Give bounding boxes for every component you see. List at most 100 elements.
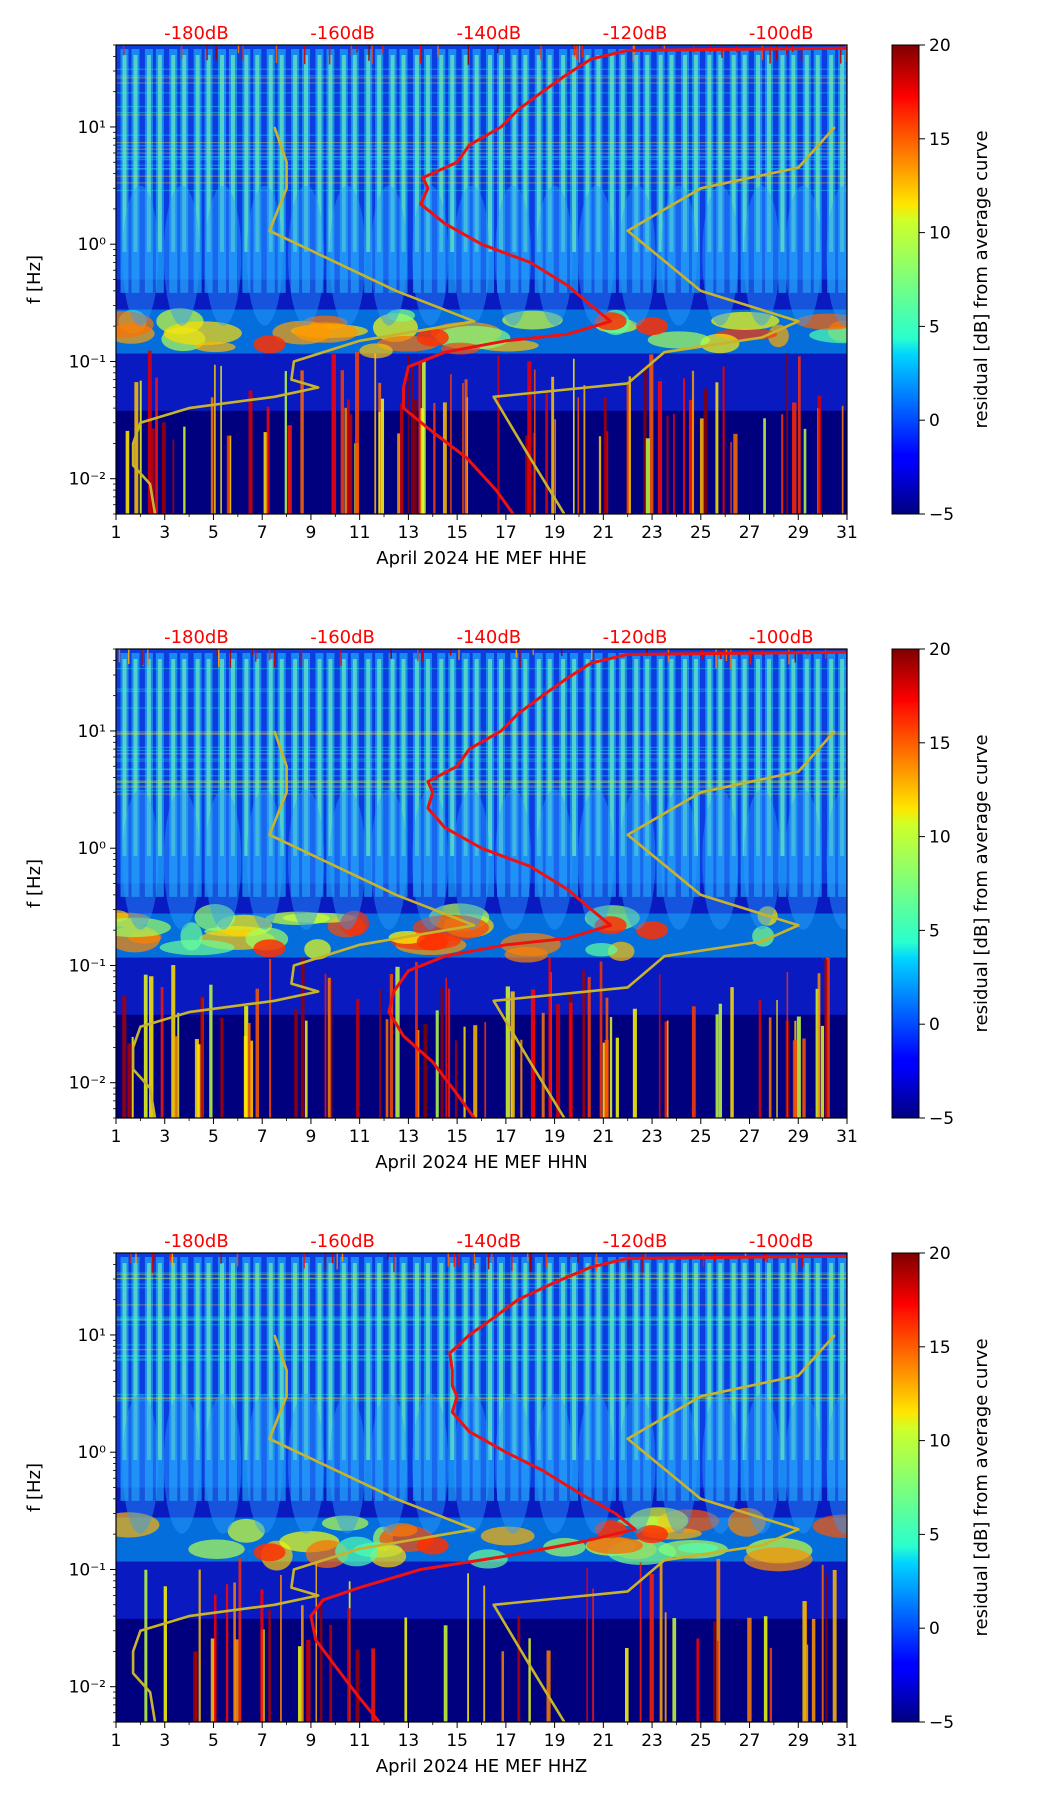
spike bbox=[393, 1253, 395, 1273]
daily-band-core bbox=[523, 55, 528, 252]
low-freq-streak bbox=[602, 1042, 606, 1118]
low-freq-streak bbox=[443, 1625, 448, 1722]
microseism-blob bbox=[647, 331, 710, 349]
low-freq-streak bbox=[483, 1585, 486, 1722]
low-freq-streak bbox=[672, 1618, 677, 1722]
spectral-line bbox=[116, 1355, 847, 1357]
low-freq-streak bbox=[134, 382, 139, 514]
low-freq-streak bbox=[284, 371, 287, 514]
daily-band-core bbox=[596, 55, 601, 252]
spike bbox=[340, 649, 342, 666]
microseism-blob bbox=[711, 311, 780, 331]
microseism-blob bbox=[116, 1512, 160, 1538]
daily-band-core bbox=[645, 659, 650, 856]
daily-band-core bbox=[547, 1263, 552, 1460]
daily-band-core bbox=[230, 55, 235, 252]
spike bbox=[273, 649, 276, 668]
low-freq-streak bbox=[556, 1004, 561, 1118]
y-tick-label: 10⁰ bbox=[78, 235, 107, 255]
low-freq-streak bbox=[817, 395, 822, 514]
storm-hotspot bbox=[636, 317, 669, 336]
spectral-line bbox=[116, 111, 847, 114]
plume bbox=[619, 1393, 656, 1534]
low-freq-streak bbox=[643, 365, 647, 514]
daily-band-core bbox=[401, 55, 406, 252]
low-freq-streak bbox=[260, 1589, 264, 1722]
colorbar-tick-label: 15 bbox=[929, 130, 951, 150]
low-freq-streak bbox=[696, 1638, 700, 1722]
x-tick-label: 21 bbox=[593, 523, 615, 543]
plume bbox=[660, 789, 697, 930]
x-tick-label: 11 bbox=[349, 1731, 371, 1751]
low-freq-streak bbox=[355, 352, 360, 514]
daily-band-core bbox=[780, 1263, 785, 1460]
daily-band-core bbox=[742, 659, 747, 856]
spike bbox=[419, 45, 422, 64]
daily-band-core bbox=[523, 1263, 528, 1460]
low-freq-streak bbox=[131, 1036, 134, 1118]
spectral-line bbox=[116, 1319, 847, 1321]
low-freq-streak bbox=[763, 1616, 768, 1722]
x-tick-label: 23 bbox=[641, 1127, 663, 1147]
daily-band-core bbox=[377, 659, 382, 856]
low-freq-streak bbox=[340, 370, 345, 514]
plume bbox=[660, 185, 697, 326]
spectral-line bbox=[116, 731, 847, 733]
microseism-blob bbox=[194, 341, 236, 353]
daily-band-core bbox=[255, 55, 260, 252]
x-tick-label: 5 bbox=[208, 523, 219, 543]
daily-band-core bbox=[244, 1263, 249, 1460]
low-freq-streak bbox=[713, 1621, 717, 1722]
low-freq-streak bbox=[395, 966, 400, 1118]
daily-band-core bbox=[804, 55, 809, 252]
colorbar-tick-label: 10 bbox=[929, 224, 951, 244]
colorbar bbox=[891, 44, 920, 515]
microseism-blob bbox=[304, 939, 331, 960]
spectral-line bbox=[116, 1359, 847, 1361]
colorbar-tick-label: 20 bbox=[929, 36, 951, 56]
daily-band-core bbox=[439, 659, 444, 856]
daily-band-core bbox=[767, 659, 772, 856]
x-tick-label: 19 bbox=[544, 1127, 566, 1147]
daily-band-core bbox=[693, 1263, 698, 1460]
daily-band-core bbox=[439, 55, 444, 252]
low-freq-streak bbox=[715, 1014, 719, 1118]
microseism-blob bbox=[340, 910, 370, 937]
daily-band-core bbox=[146, 55, 151, 252]
x-tick-label: 29 bbox=[787, 1127, 809, 1147]
low-freq-streak bbox=[803, 428, 807, 514]
low-freq-streak bbox=[769, 1647, 773, 1722]
daily-band-core bbox=[366, 55, 371, 252]
daily-band-core bbox=[718, 659, 723, 856]
plume bbox=[412, 789, 449, 930]
daily-band-core bbox=[293, 659, 298, 856]
daily-band-core bbox=[572, 659, 577, 856]
low-freq-streak bbox=[330, 979, 333, 1118]
noise-model-curve bbox=[131, 730, 476, 1118]
y-tick-label: 10⁰ bbox=[78, 1443, 107, 1463]
low-freq-streak bbox=[484, 1022, 487, 1118]
low-freq-streak bbox=[548, 957, 551, 1118]
colorbar-tick-label: 0 bbox=[929, 411, 940, 431]
low-freq-streak bbox=[730, 441, 732, 514]
daily-band-core bbox=[596, 659, 601, 856]
spike bbox=[646, 649, 648, 657]
plume bbox=[578, 789, 615, 930]
low-freq-streak bbox=[411, 366, 414, 514]
spectral-line bbox=[116, 746, 847, 748]
spike bbox=[368, 45, 370, 61]
low-freq-streak bbox=[609, 1016, 613, 1118]
low-freq-streak bbox=[174, 1036, 179, 1118]
low-freq-streak bbox=[210, 397, 214, 514]
microseism-blob bbox=[504, 946, 548, 963]
spike bbox=[336, 1253, 338, 1270]
low-freq-streak bbox=[244, 1006, 249, 1118]
low-freq-streak bbox=[582, 970, 586, 1118]
y-tick-label: 10¹ bbox=[78, 118, 106, 138]
low-freq-streak bbox=[624, 1647, 629, 1722]
plume bbox=[370, 185, 407, 326]
daily-band-core bbox=[328, 659, 333, 856]
db-top-label: -140dB bbox=[456, 1231, 521, 1252]
spectral-line bbox=[116, 785, 847, 787]
x-tick-label: 3 bbox=[159, 1731, 170, 1751]
